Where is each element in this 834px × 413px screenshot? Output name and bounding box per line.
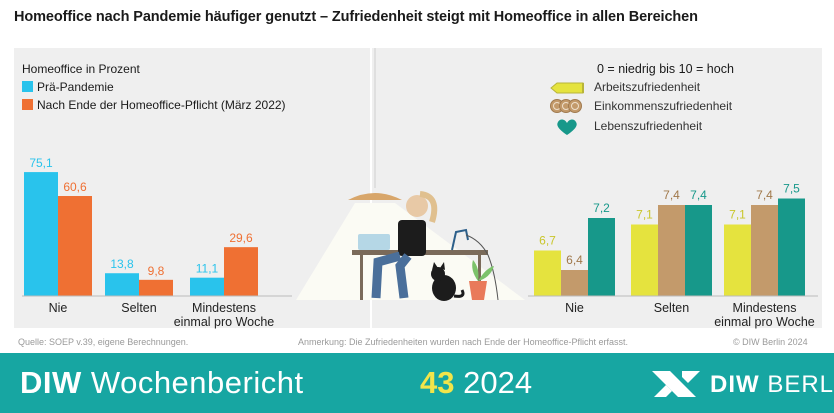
data-label-left-0-0: 75,1 — [29, 156, 53, 170]
data-label-right-2-1: 7,4 — [690, 188, 707, 202]
legend-swatch-orange — [22, 99, 33, 110]
data-label-right-1-1: 7,4 — [663, 188, 680, 202]
coins-icon — [550, 99, 582, 113]
bar-right-income-2 — [751, 205, 778, 296]
right-legend-scale: 0 = niedrig bis 10 = hoch — [597, 62, 734, 76]
category-label-left-0: Nie — [49, 301, 68, 315]
category-label-right-2: einmal pro Woche — [714, 315, 815, 329]
legend-swatch-blue — [22, 81, 33, 92]
legend-item-life-satisfaction: Lebenszufriedenheit — [594, 119, 703, 133]
data-label-right-0-0: 6,7 — [539, 234, 556, 248]
copyright-note: © DIW Berlin 2024 — [733, 337, 808, 347]
data-label-right-2-2: 7,5 — [783, 182, 800, 196]
data-label-left-1-1: 9,8 — [148, 264, 165, 278]
category-label-left-2: einmal pro Woche — [174, 315, 275, 329]
bar-left-post-mandate-0 — [58, 196, 92, 296]
bar-right-income-0 — [561, 270, 588, 296]
category-label-left-2: Mindestens — [192, 301, 256, 315]
data-label-right-2-0: 7,2 — [593, 201, 610, 215]
bar-left-pre-pandemic-2 — [190, 277, 224, 296]
bar-right-life-0 — [588, 218, 615, 296]
category-label-left-1: Selten — [121, 301, 156, 315]
data-label-right-1-0: 6,4 — [566, 253, 583, 267]
bar-left-pre-pandemic-1 — [105, 273, 139, 296]
legend-item-income-satisfaction: Einkommenszufriedenheit — [594, 99, 733, 113]
bar-right-income-1 — [658, 205, 685, 296]
brand-title: DIW Wochenbericht — [20, 365, 304, 400]
right-chart-bars: 6,7 6,4 7,2 Nie 7,1 7,4 7,4 Selten 7,1 7,4 7,5 Mind… — [534, 182, 815, 329]
category-label-right-1: Selten — [654, 301, 689, 315]
data-label-right-0-2: 7,1 — [729, 208, 746, 222]
data-label-left-0-2: 11,1 — [196, 262, 219, 276]
chart-area: 75,1 60,6 Nie 13,8 9,8 Selten 11,1 29,6 Mindeste… — [22, 48, 818, 329]
data-label-left-1-2: 29,6 — [229, 231, 253, 245]
bar-left-pre-pandemic-0 — [24, 172, 58, 296]
legend-item-post-mandate: Nach Ende der Homeoffice-Pflicht (März 2… — [22, 98, 286, 112]
legend-item-work-satisfaction: Arbeitszufriedenheit — [594, 80, 701, 94]
diw-logo-icon — [652, 371, 700, 397]
bar-right-life-1 — [685, 205, 712, 296]
bar-left-post-mandate-1 — [139, 279, 173, 296]
legend-item-pre-pandemic: Prä-Pandemie — [22, 80, 114, 94]
data-label-right-1-2: 7,4 — [756, 188, 773, 202]
data-label-left-1-0: 60,6 — [63, 180, 87, 194]
diw-berlin-logo: DIW BERLIN — [710, 371, 834, 398]
pencil-icon — [550, 82, 584, 94]
source-note: Quelle: SOEP v.39, eigene Berechnungen. — [18, 337, 189, 347]
homeoffice-illustration — [296, 48, 525, 301]
left-legend-title: Homeoffice in Prozent — [22, 62, 140, 76]
data-label-left-0-1: 13,8 — [110, 257, 134, 271]
footer-bar: DIW Wochenbericht 43 2024 DIW BERLIN — [0, 353, 834, 413]
bar-right-work-2 — [724, 224, 751, 296]
category-label-right-0: Nie — [565, 301, 584, 315]
issue-number: 43 2024 — [420, 365, 533, 400]
category-label-right-2: Mindestens — [733, 301, 797, 315]
heart-icon — [557, 119, 577, 135]
bar-right-work-1 — [631, 224, 658, 296]
chart-title: Homeoffice nach Pandemie häufiger genutz… — [14, 9, 698, 25]
bar-left-post-mandate-2 — [224, 247, 258, 296]
remark-note: Anmerkung: Die Zufriedenheiten wurden na… — [298, 337, 629, 347]
data-label-right-0-1: 7,1 — [636, 208, 653, 222]
bar-right-work-0 — [534, 250, 561, 296]
bar-right-life-2 — [778, 198, 805, 296]
left-chart-bars: 75,1 60,6 Nie 13,8 9,8 Selten 11,1 29,6 Mindeste… — [24, 156, 274, 329]
